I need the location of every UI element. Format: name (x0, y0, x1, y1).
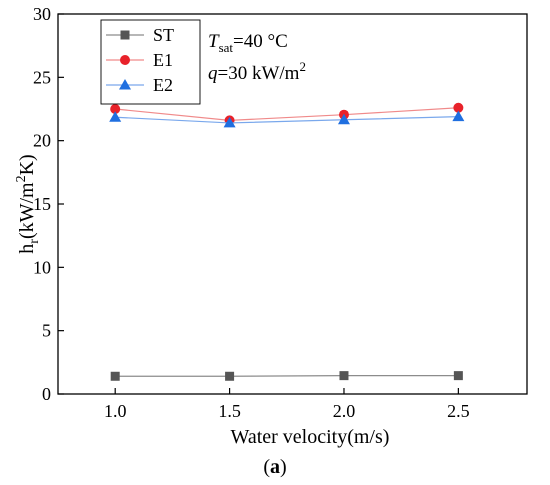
series-e2-point (109, 111, 122, 122)
legend-marker-st (120, 30, 130, 40)
y-tick-label: 0 (42, 384, 51, 404)
series-e2-line (115, 116, 459, 124)
series-e1-point (110, 104, 121, 114)
series-st-point (453, 371, 463, 381)
legend: ST E1 E2 (100, 19, 201, 105)
y-axis-title: hr(kW/m2K) (14, 154, 42, 253)
series-e1-line (115, 107, 459, 122)
series-st-point (225, 371, 235, 381)
y-tick-label: 5 (42, 321, 51, 341)
series-e2-point (337, 113, 350, 125)
figure-caption: (a) (263, 456, 286, 478)
x-tick-label: 2.5 (447, 401, 470, 421)
y-tick-label: 15 (33, 194, 51, 214)
y-tick-label: 20 (33, 131, 51, 151)
legend-box (100, 19, 201, 105)
annotation-tsat: Tsat=40 °C (208, 31, 288, 55)
series-layer (109, 102, 465, 381)
series-st-point (339, 371, 349, 381)
x-tick-label: 1.5 (218, 401, 241, 421)
legend-marker-e1 (120, 55, 130, 65)
y-tick-label: 10 (33, 257, 51, 277)
series-e2-point (452, 110, 465, 122)
series-st (110, 371, 463, 381)
legend-label-e1: E1 (153, 50, 173, 70)
tick-labels: 1.0 1.5 2.0 2.5 0 5 10 15 20 25 30 (33, 4, 470, 421)
series-e2-point (223, 116, 236, 128)
series-e1-point (453, 102, 464, 113)
series-st-point (110, 371, 120, 381)
x-tick-label: 1.0 (104, 401, 127, 421)
series-e1 (110, 102, 464, 126)
x-tick-label: 2.0 (333, 401, 356, 421)
legend-marker-e2 (119, 79, 131, 90)
series-st-line (115, 375, 459, 377)
y-tick-label: 25 (33, 67, 51, 87)
series-e2 (109, 110, 465, 128)
legend-label-st: ST (153, 25, 174, 45)
plot-area-frame (57, 13, 528, 395)
x-axis-title: Water velocity(m/s) (231, 426, 390, 448)
annotation-heat-flux: q=30 kW/m2 (208, 59, 306, 84)
legend-label-e2: E2 (153, 75, 173, 95)
y-tick-label: 30 (33, 4, 51, 24)
